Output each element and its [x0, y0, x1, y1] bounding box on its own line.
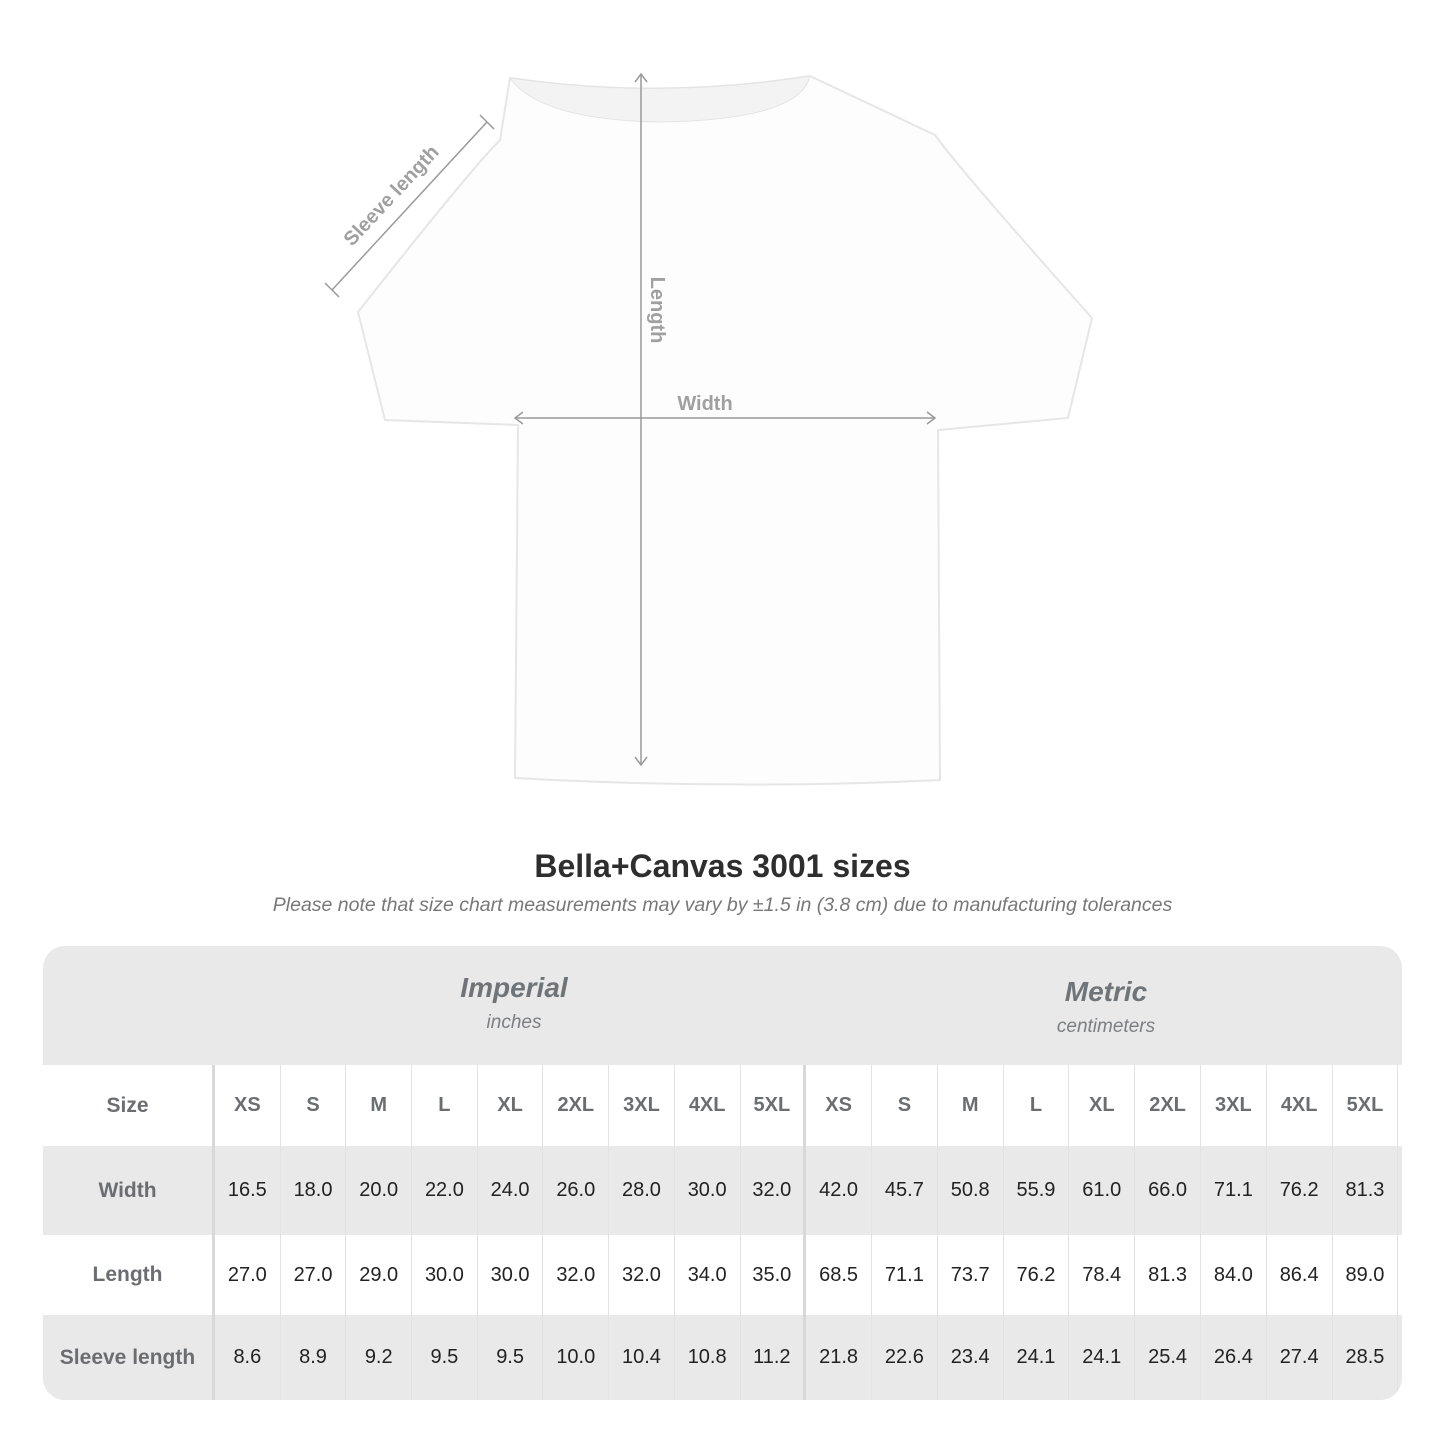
row-label: Size: [43, 1065, 215, 1146]
metric-value: 22.6: [872, 1315, 938, 1400]
table-row: Length 27.0 27.0 29.0 30.0 30.0 32.0 32.0 34.0 35…: [43, 1235, 1402, 1315]
imperial-value: 8.9: [281, 1315, 347, 1400]
imperial-value: 30.0: [478, 1235, 544, 1315]
metric-value: 84.0: [1201, 1235, 1267, 1315]
size-chart-table: Imperial inches Metric centimeters Size X…: [43, 946, 1402, 1400]
metric-value: 86.4: [1267, 1235, 1333, 1315]
imperial-value: 27.0: [215, 1235, 281, 1315]
row-label: Length: [43, 1235, 215, 1315]
metric-value: 81.3: [1333, 1146, 1399, 1235]
metric-value: 76.2: [1004, 1235, 1070, 1315]
metric-value: 26.4: [1201, 1315, 1267, 1400]
tolerance-note: Please note that size chart measurements…: [272, 894, 1173, 916]
size-header: XL: [1069, 1065, 1136, 1146]
imperial-value: 28.0: [609, 1146, 675, 1235]
size-header: 5XL: [741, 1065, 807, 1146]
imperial-value: 9.5: [412, 1315, 478, 1400]
size-header: 4XL: [675, 1065, 741, 1146]
size-header: 2XL: [543, 1065, 610, 1146]
imperial-value: 18.0: [281, 1146, 347, 1235]
imperial-value: 10.0: [543, 1315, 610, 1400]
tshirt-diagram: Sleeve length Length Width: [324, 72, 1094, 786]
metric-value: 24.1: [1004, 1315, 1070, 1400]
imperial-value: 30.0: [412, 1235, 478, 1315]
size-header: XS: [806, 1065, 872, 1146]
imperial-value: 34.0: [675, 1235, 741, 1315]
size-header-row: Size XS S M L XL 2XL 3XL 4XL 5XL XS S M L XL 2XL 3XL 4XL 5…: [43, 1065, 1402, 1146]
metric-unit: centimeters: [1056, 1016, 1156, 1037]
table-row: Sleeve length 8.6 8.9 9.2 9.5 9.5 10.0 10.4 10.8…: [43, 1315, 1402, 1400]
metric-value: 71.1: [1201, 1146, 1267, 1235]
size-header: 3XL: [1201, 1065, 1267, 1146]
size-header: XS: [215, 1065, 281, 1146]
imperial-value: 27.0: [281, 1235, 347, 1315]
sleeve-length-arrow: [331, 121, 488, 291]
imperial-value: 30.0: [675, 1146, 741, 1235]
page-title: Bella+Canvas 3001 sizes: [534, 848, 911, 884]
imperial-value: 10.4: [609, 1315, 675, 1400]
length-label: Length: [646, 277, 668, 344]
size-header: 3XL: [609, 1065, 675, 1146]
imperial-value: 10.8: [675, 1315, 741, 1400]
imperial-value: 24.0: [478, 1146, 544, 1235]
metric-value: 68.5: [806, 1235, 872, 1315]
imperial-title: Imperial: [460, 972, 568, 1003]
metric-value: 27.4: [1267, 1315, 1333, 1400]
metric-value: 42.0: [806, 1146, 872, 1235]
imperial-value: 8.6: [215, 1315, 281, 1400]
imperial-value: 20.0: [346, 1146, 413, 1235]
width-label: Width: [677, 393, 732, 415]
metric-value: 23.4: [938, 1315, 1004, 1400]
row-label: Width: [43, 1146, 215, 1235]
metric-value: 78.4: [1069, 1235, 1136, 1315]
imperial-header: Imperial inches: [217, 946, 811, 1063]
metric-value: 73.7: [938, 1235, 1004, 1315]
size-header: XL: [478, 1065, 544, 1146]
size-header: 5XL: [1333, 1065, 1399, 1146]
imperial-value: 32.0: [741, 1146, 807, 1235]
tshirt-image: [356, 74, 1094, 786]
metric-value: 61.0: [1069, 1146, 1136, 1235]
row-label: Sleeve length: [43, 1315, 215, 1400]
imperial-value: 9.2: [346, 1315, 413, 1400]
metric-value: 89.0: [1333, 1235, 1399, 1315]
imperial-value: 35.0: [741, 1235, 807, 1315]
size-header: S: [872, 1065, 938, 1146]
size-header: L: [1004, 1065, 1070, 1146]
size-header: L: [412, 1065, 478, 1146]
metric-title: Metric: [1064, 976, 1148, 1007]
imperial-value: 9.5: [478, 1315, 544, 1400]
size-header: S: [281, 1065, 347, 1146]
imperial-value: 32.0: [609, 1235, 675, 1315]
size-header: 2XL: [1135, 1065, 1201, 1146]
metric-header: Metric centimeters: [810, 946, 1402, 1063]
metric-value: 66.0: [1135, 1146, 1201, 1235]
metric-value: 28.5: [1333, 1315, 1399, 1400]
imperial-unit: inches: [486, 1012, 542, 1033]
imperial-value: 32.0: [543, 1235, 610, 1315]
imperial-value: 26.0: [543, 1146, 610, 1235]
metric-value: 21.8: [806, 1315, 872, 1400]
metric-value: 50.8: [938, 1146, 1004, 1235]
metric-value: 76.2: [1267, 1146, 1333, 1235]
size-header: M: [346, 1065, 413, 1146]
table-row: Width 16.5 18.0 20.0 22.0 24.0 26.0 28.0 30.0 32.…: [43, 1146, 1402, 1235]
size-header: 4XL: [1267, 1065, 1333, 1146]
metric-value: 45.7: [872, 1146, 938, 1235]
imperial-value: 29.0: [346, 1235, 413, 1315]
imperial-value: 11.2: [741, 1315, 807, 1400]
metric-value: 24.1: [1069, 1315, 1136, 1400]
imperial-value: 16.5: [215, 1146, 281, 1235]
metric-value: 55.9: [1004, 1146, 1070, 1235]
metric-value: 71.1: [872, 1235, 938, 1315]
metric-value: 25.4: [1135, 1315, 1201, 1400]
metric-value: 81.3: [1135, 1235, 1201, 1315]
imperial-value: 22.0: [412, 1146, 478, 1235]
collar: [508, 75, 811, 123]
size-header: M: [938, 1065, 1004, 1146]
